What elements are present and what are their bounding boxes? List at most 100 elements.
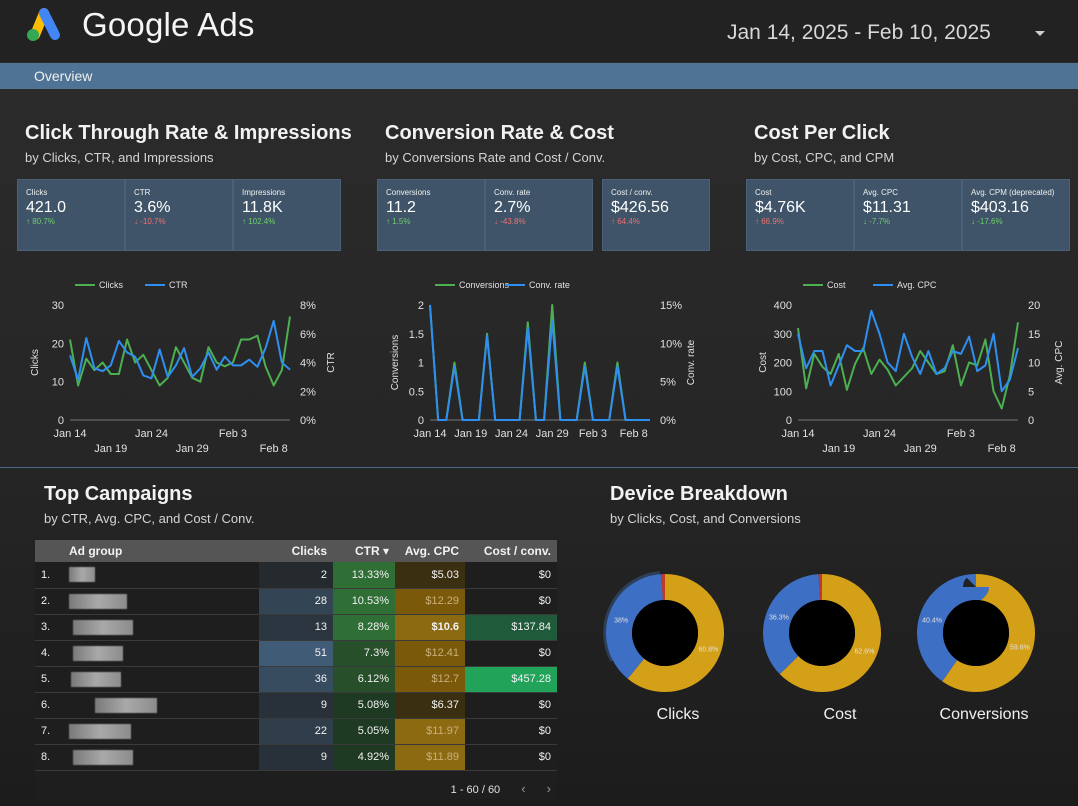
chevron-right-icon[interactable]: › [546, 781, 551, 796]
row-index: 6. [35, 692, 63, 719]
kpi-value: 11.2 [386, 199, 416, 216]
cell-avg-cpc: $12.41 [395, 640, 465, 667]
series-line-secondary [429, 304, 650, 421]
x-tick-label: Jan 24 [135, 428, 168, 440]
kpi-card-conversions[interactable]: Conversions 11.2 ↑ 1.5% [377, 179, 485, 251]
chevron-down-icon[interactable] [1034, 30, 1046, 38]
kpi-delta: ↑ 80.7% [26, 217, 55, 226]
donut-conversions[interactable]: 59.6% 40.4% [911, 568, 1041, 698]
kpi-card-cost[interactable]: Cost $4.76K ↑ 66.9% [746, 179, 854, 251]
kpi-label: Avg. CPM (deprecated) [971, 188, 1055, 197]
cell-avg-cpc: $10.6 [395, 614, 465, 641]
kpi-card-impressions[interactable]: Impressions 11.8K ↑ 102.4% [233, 179, 341, 251]
table-row[interactable]: 6. 9 5.08% $6.37 $0 [35, 692, 557, 719]
column-header-avg-cpc[interactable]: Avg. CPC [395, 540, 465, 562]
column-header-clicks[interactable]: Clicks [259, 540, 333, 562]
table-row[interactable]: 8. 9 4.92% $11.89 $0 [35, 744, 557, 771]
table-pagination: 1 - 60 / 60 ‹ › [451, 781, 551, 796]
cell-ctr: 5.08% [333, 692, 395, 719]
kpi-card-conv-rate[interactable]: Conv. rate 2.7% ↓ -43.8% [485, 179, 593, 251]
tab-overview[interactable]: Overview [34, 68, 93, 84]
series-line-secondary [797, 309, 1019, 393]
kpi-card-ctr[interactable]: CTR 3.6% ↓ -10.7% [125, 179, 233, 251]
chevron-left-icon[interactable]: ‹ [521, 781, 526, 796]
donut-hole [632, 600, 698, 666]
donut-label-clicks: Clicks [656, 706, 700, 723]
cell-ctr: 13.33% [333, 562, 395, 589]
cell-clicks: 13 [259, 614, 333, 641]
donut-slice-label: 60.8% [698, 646, 718, 653]
app-header: Google Ads Jan 14, 2025 - Feb 10, 2025 [0, 0, 1078, 62]
donut-slice-blue [917, 574, 1035, 692]
y-tick-label: 0 [786, 415, 792, 427]
kpi-label: Cost / conv. [611, 188, 653, 197]
table-row[interactable]: 7. 22 5.05% $11.97 $0 [35, 718, 557, 745]
kpi-value: 2.7% [494, 199, 531, 216]
y-tick-label: 100 [774, 386, 792, 398]
y2-tick-label: 0% [660, 415, 676, 427]
kpi-delta: ↑ 64.4% [611, 217, 640, 226]
x-tick-label: Jan 24 [863, 428, 896, 440]
cell-clicks: 51 [259, 640, 333, 667]
kpi-card-avg-cpm[interactable]: Avg. CPM (deprecated) $403.16 ↓ -17.6% [962, 179, 1070, 251]
donut-clicks[interactable]: 60.8% 38% [600, 568, 730, 698]
table-row[interactable]: 5. 36 6.12% $12.7 $457.28 [35, 666, 557, 693]
y-tick-label: 200 [774, 358, 792, 370]
kpi-value: $4.76K [755, 199, 806, 216]
y2-tick-label: 4% [300, 358, 316, 370]
cell-cost-per-conv: $457.28 [465, 666, 557, 693]
donut-cost[interactable]: 62.6% 36.3% [757, 568, 887, 698]
kpi-card-avg-cpc[interactable]: Avg. CPC $11.31 ↓ -7.7% [854, 179, 962, 251]
y-tick-label: 400 [774, 300, 792, 312]
y-axis-label: Clicks [30, 349, 41, 376]
cell-ctr: 5.05% [333, 718, 395, 745]
y-tick-label: 2 [418, 300, 424, 312]
donut-label-cost: Cost [823, 706, 857, 723]
y2-tick-label: 10% [660, 338, 682, 350]
table-row[interactable]: 3. 13 8.28% $10.6 $137.84 [35, 614, 557, 641]
kpi-card-cost-per-conv[interactable]: Cost / conv. $426.56 ↑ 64.4% [602, 179, 710, 251]
x-tick-label: Feb 3 [579, 428, 607, 440]
kpi-label: CTR [134, 188, 151, 197]
column-header-ctr[interactable]: CTR ▾ [333, 540, 395, 562]
ad-group-name-redacted [63, 666, 259, 693]
brand-title: Google Ads [82, 6, 255, 43]
x-tick-label: Feb 8 [620, 428, 648, 440]
table-row[interactable]: 1. 2 13.33% $5.03 $0 [35, 562, 557, 589]
x-tick-label: Feb 8 [260, 443, 288, 455]
nav-bar: Overview [0, 63, 1078, 89]
redacted-block [69, 567, 95, 583]
column-header-ad-group[interactable]: Ad group [63, 540, 259, 562]
x-tick-label: Jan 14 [53, 428, 86, 440]
y2-axis-label: Conv. rate [686, 339, 697, 385]
cell-avg-cpc: $12.29 [395, 588, 465, 615]
section-subtitle-ctr: by Clicks, CTR, and Impressions [25, 150, 214, 165]
redacted-block [95, 697, 157, 713]
kpi-delta: ↓ -17.6% [971, 217, 1003, 226]
redacted-block [73, 619, 133, 635]
legend-label: Conversions [459, 280, 510, 290]
kpi-delta: ↑ 1.5% [386, 217, 411, 226]
kpi-delta: ↑ 102.4% [242, 217, 276, 226]
y2-axis-label: Avg. CPC [1054, 341, 1065, 385]
y-tick-label: 30 [52, 300, 64, 312]
cell-ctr: 6.12% [333, 666, 395, 693]
y-tick-label: 300 [774, 329, 792, 341]
kpi-card-clicks[interactable]: Clicks 421.0 ↑ 80.7% [17, 179, 125, 251]
donut-slice-red [606, 574, 724, 692]
x-tick-label: Jan 29 [904, 443, 937, 455]
column-header-cost-per-conv[interactable]: Cost / conv. [465, 540, 557, 562]
section-subtitle-campaigns: by CTR, Avg. CPC, and Cost / Conv. [44, 511, 255, 526]
google-ads-logo-icon [27, 8, 60, 41]
date-range-picker[interactable]: Jan 14, 2025 - Feb 10, 2025 [727, 21, 991, 44]
y-tick-label: 1.5 [409, 329, 424, 341]
y2-tick-label: 8% [300, 300, 316, 312]
ad-group-name-redacted [63, 692, 259, 719]
cell-clicks: 9 [259, 744, 333, 771]
y-axis-label: Conversions [390, 335, 401, 391]
table-row[interactable]: 4. 51 7.3% $12.41 $0 [35, 640, 557, 667]
series-line-primary [69, 316, 291, 387]
y-tick-label: 0 [58, 415, 64, 427]
table-row[interactable]: 2. 28 10.53% $12.29 $0 [35, 588, 557, 615]
x-tick-label: Jan 19 [94, 443, 127, 455]
